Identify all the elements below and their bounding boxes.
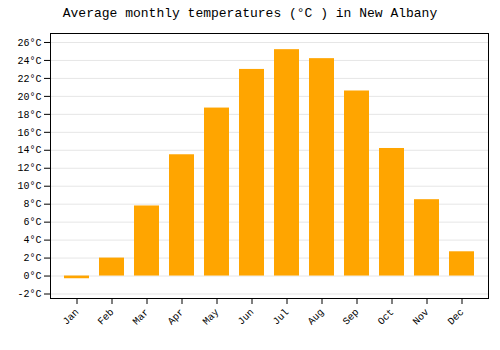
svg-text:20°C: 20°C [17,92,41,103]
svg-text:16°C: 16°C [17,128,41,139]
svg-text:14°C: 14°C [17,145,41,156]
svg-text:Jul: Jul [271,307,292,328]
svg-text:26°C: 26°C [17,38,41,49]
svg-text:12°C: 12°C [17,163,41,174]
svg-text:Aug: Aug [306,307,327,328]
svg-text:Apr: Apr [166,307,187,328]
svg-text:22°C: 22°C [17,74,41,85]
svg-text:-2°C: -2°C [17,289,41,300]
svg-text:Mar: Mar [131,307,152,328]
svg-text:Sep: Sep [341,307,362,328]
html-text:Average monthly temperatures (: Average monthly temperatures (°C ) in Ne… [62,6,438,21]
svg-text:May: May [201,307,222,328]
svg-text:4°C: 4°C [23,235,41,246]
svg-text:18°C: 18°C [17,110,41,121]
svg-text:6°C: 6°C [23,217,41,228]
svg-text:Feb: Feb [96,307,117,328]
svg-text:Jun: Jun [236,307,257,328]
svg-text:Nov: Nov [411,307,432,328]
svg-text:Oct: Oct [376,307,397,328]
svg-text:10°C: 10°C [17,181,41,192]
svg-text:2°C: 2°C [23,253,41,264]
svg-text:Dec: Dec [446,307,467,328]
svg-text:0°C: 0°C [23,271,41,282]
svg-text:24°C: 24°C [17,56,41,67]
svg-text:8°C: 8°C [23,199,41,210]
svg-text:Jan: Jan [61,307,82,328]
